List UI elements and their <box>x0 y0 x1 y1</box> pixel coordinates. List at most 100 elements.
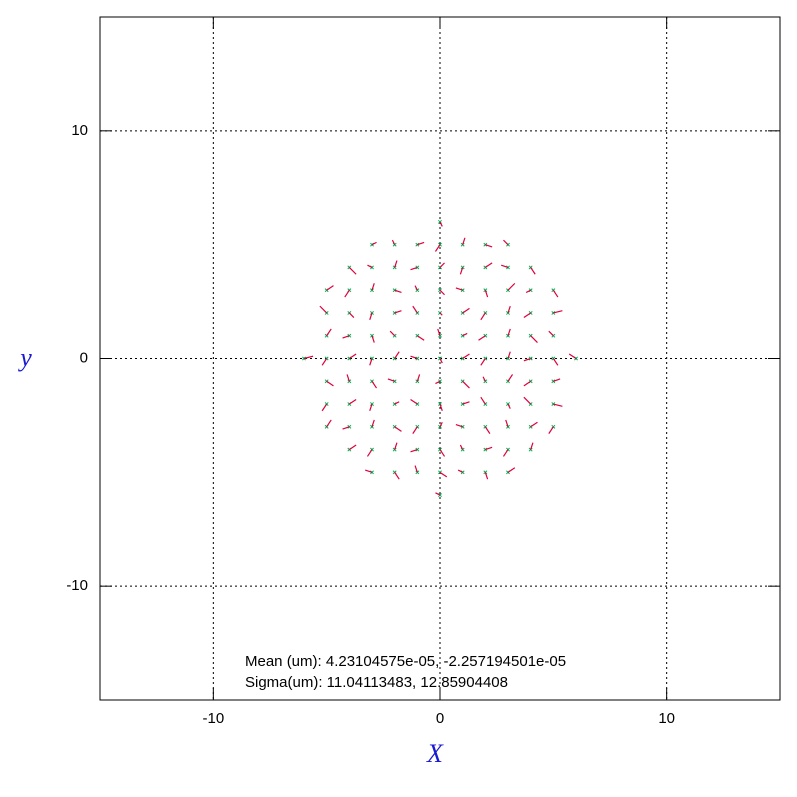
vector <box>369 312 373 320</box>
vector <box>485 446 493 451</box>
vector <box>462 401 470 405</box>
vector <box>478 335 486 341</box>
vector <box>507 305 511 314</box>
y-tick-label: 10 <box>71 122 88 139</box>
vector <box>410 266 418 271</box>
vector <box>482 376 486 382</box>
vector <box>371 380 378 389</box>
vector <box>439 221 443 227</box>
grid-point <box>551 379 556 384</box>
vector <box>501 264 509 269</box>
x-axis-label: X <box>426 739 444 768</box>
y-tick-label: 0 <box>80 349 88 366</box>
vector <box>439 262 445 268</box>
grid-point <box>460 265 465 270</box>
vector <box>439 449 446 457</box>
grid-point <box>392 379 397 384</box>
vector <box>342 335 350 339</box>
vector <box>394 260 398 268</box>
annotation: Mean (um): 4.23104575e-05, -2.257194501e… <box>245 653 566 670</box>
vector <box>410 448 418 453</box>
vector <box>366 449 373 457</box>
vector <box>462 307 470 314</box>
vector <box>346 374 350 382</box>
vector <box>530 267 536 275</box>
grid-point <box>415 242 420 247</box>
vector <box>459 267 464 275</box>
vector <box>507 351 511 359</box>
vector <box>439 312 443 316</box>
annotation: Sigma(um): 11.04113483, 12.85904408 <box>245 674 508 691</box>
vector <box>416 374 421 382</box>
vector <box>553 310 563 314</box>
vector <box>326 328 332 337</box>
vector <box>371 335 375 343</box>
vector <box>503 239 509 246</box>
grid-point <box>347 379 352 384</box>
vector <box>455 423 463 428</box>
vector <box>371 241 377 246</box>
grid-point <box>483 288 488 293</box>
vector <box>439 403 443 412</box>
grid-point <box>506 311 510 315</box>
grid-point <box>528 447 533 452</box>
vector <box>485 244 493 248</box>
vector <box>394 401 400 405</box>
y-axis-label: y <box>17 343 32 372</box>
vector <box>525 289 531 294</box>
vector <box>303 355 314 360</box>
vector <box>462 332 468 337</box>
vector <box>548 330 554 337</box>
vector <box>523 396 532 405</box>
grid-point <box>460 288 465 293</box>
vector <box>568 353 577 359</box>
vector <box>348 267 357 275</box>
vector <box>507 374 514 382</box>
vector <box>389 330 396 337</box>
grid-point <box>483 242 488 247</box>
vector <box>480 396 486 405</box>
vector <box>507 328 511 336</box>
vector <box>435 380 441 385</box>
vector <box>435 492 441 496</box>
vector <box>484 290 489 298</box>
vector <box>553 378 561 382</box>
vector <box>369 358 373 366</box>
vector <box>394 310 402 314</box>
vector <box>462 380 470 389</box>
vector <box>371 419 375 427</box>
vector <box>480 358 486 366</box>
vector <box>365 469 373 473</box>
vector <box>552 358 559 366</box>
grid-point <box>370 333 374 338</box>
vector <box>410 398 418 405</box>
vector <box>439 358 443 364</box>
vector <box>412 426 418 434</box>
grid-point <box>392 447 397 452</box>
vector <box>455 287 463 291</box>
vector <box>462 237 466 245</box>
vector <box>348 398 357 405</box>
grid-point <box>370 402 374 406</box>
grid-point <box>460 424 465 429</box>
vector <box>387 378 395 382</box>
x-tick-label: -10 <box>202 710 224 727</box>
vector <box>416 335 425 341</box>
vector <box>342 426 350 430</box>
vector <box>326 380 334 387</box>
vector <box>414 285 418 291</box>
vector <box>548 426 554 434</box>
vector <box>348 353 357 359</box>
vector <box>507 403 511 409</box>
vector <box>457 469 463 473</box>
vector <box>369 403 373 412</box>
vector <box>391 239 396 245</box>
vector <box>319 305 328 314</box>
vector <box>394 351 400 359</box>
x-tick-label: 10 <box>658 710 675 727</box>
vector <box>394 289 402 294</box>
vector <box>484 262 493 268</box>
y-tick-label: -10 <box>66 577 88 594</box>
vector <box>530 442 534 450</box>
